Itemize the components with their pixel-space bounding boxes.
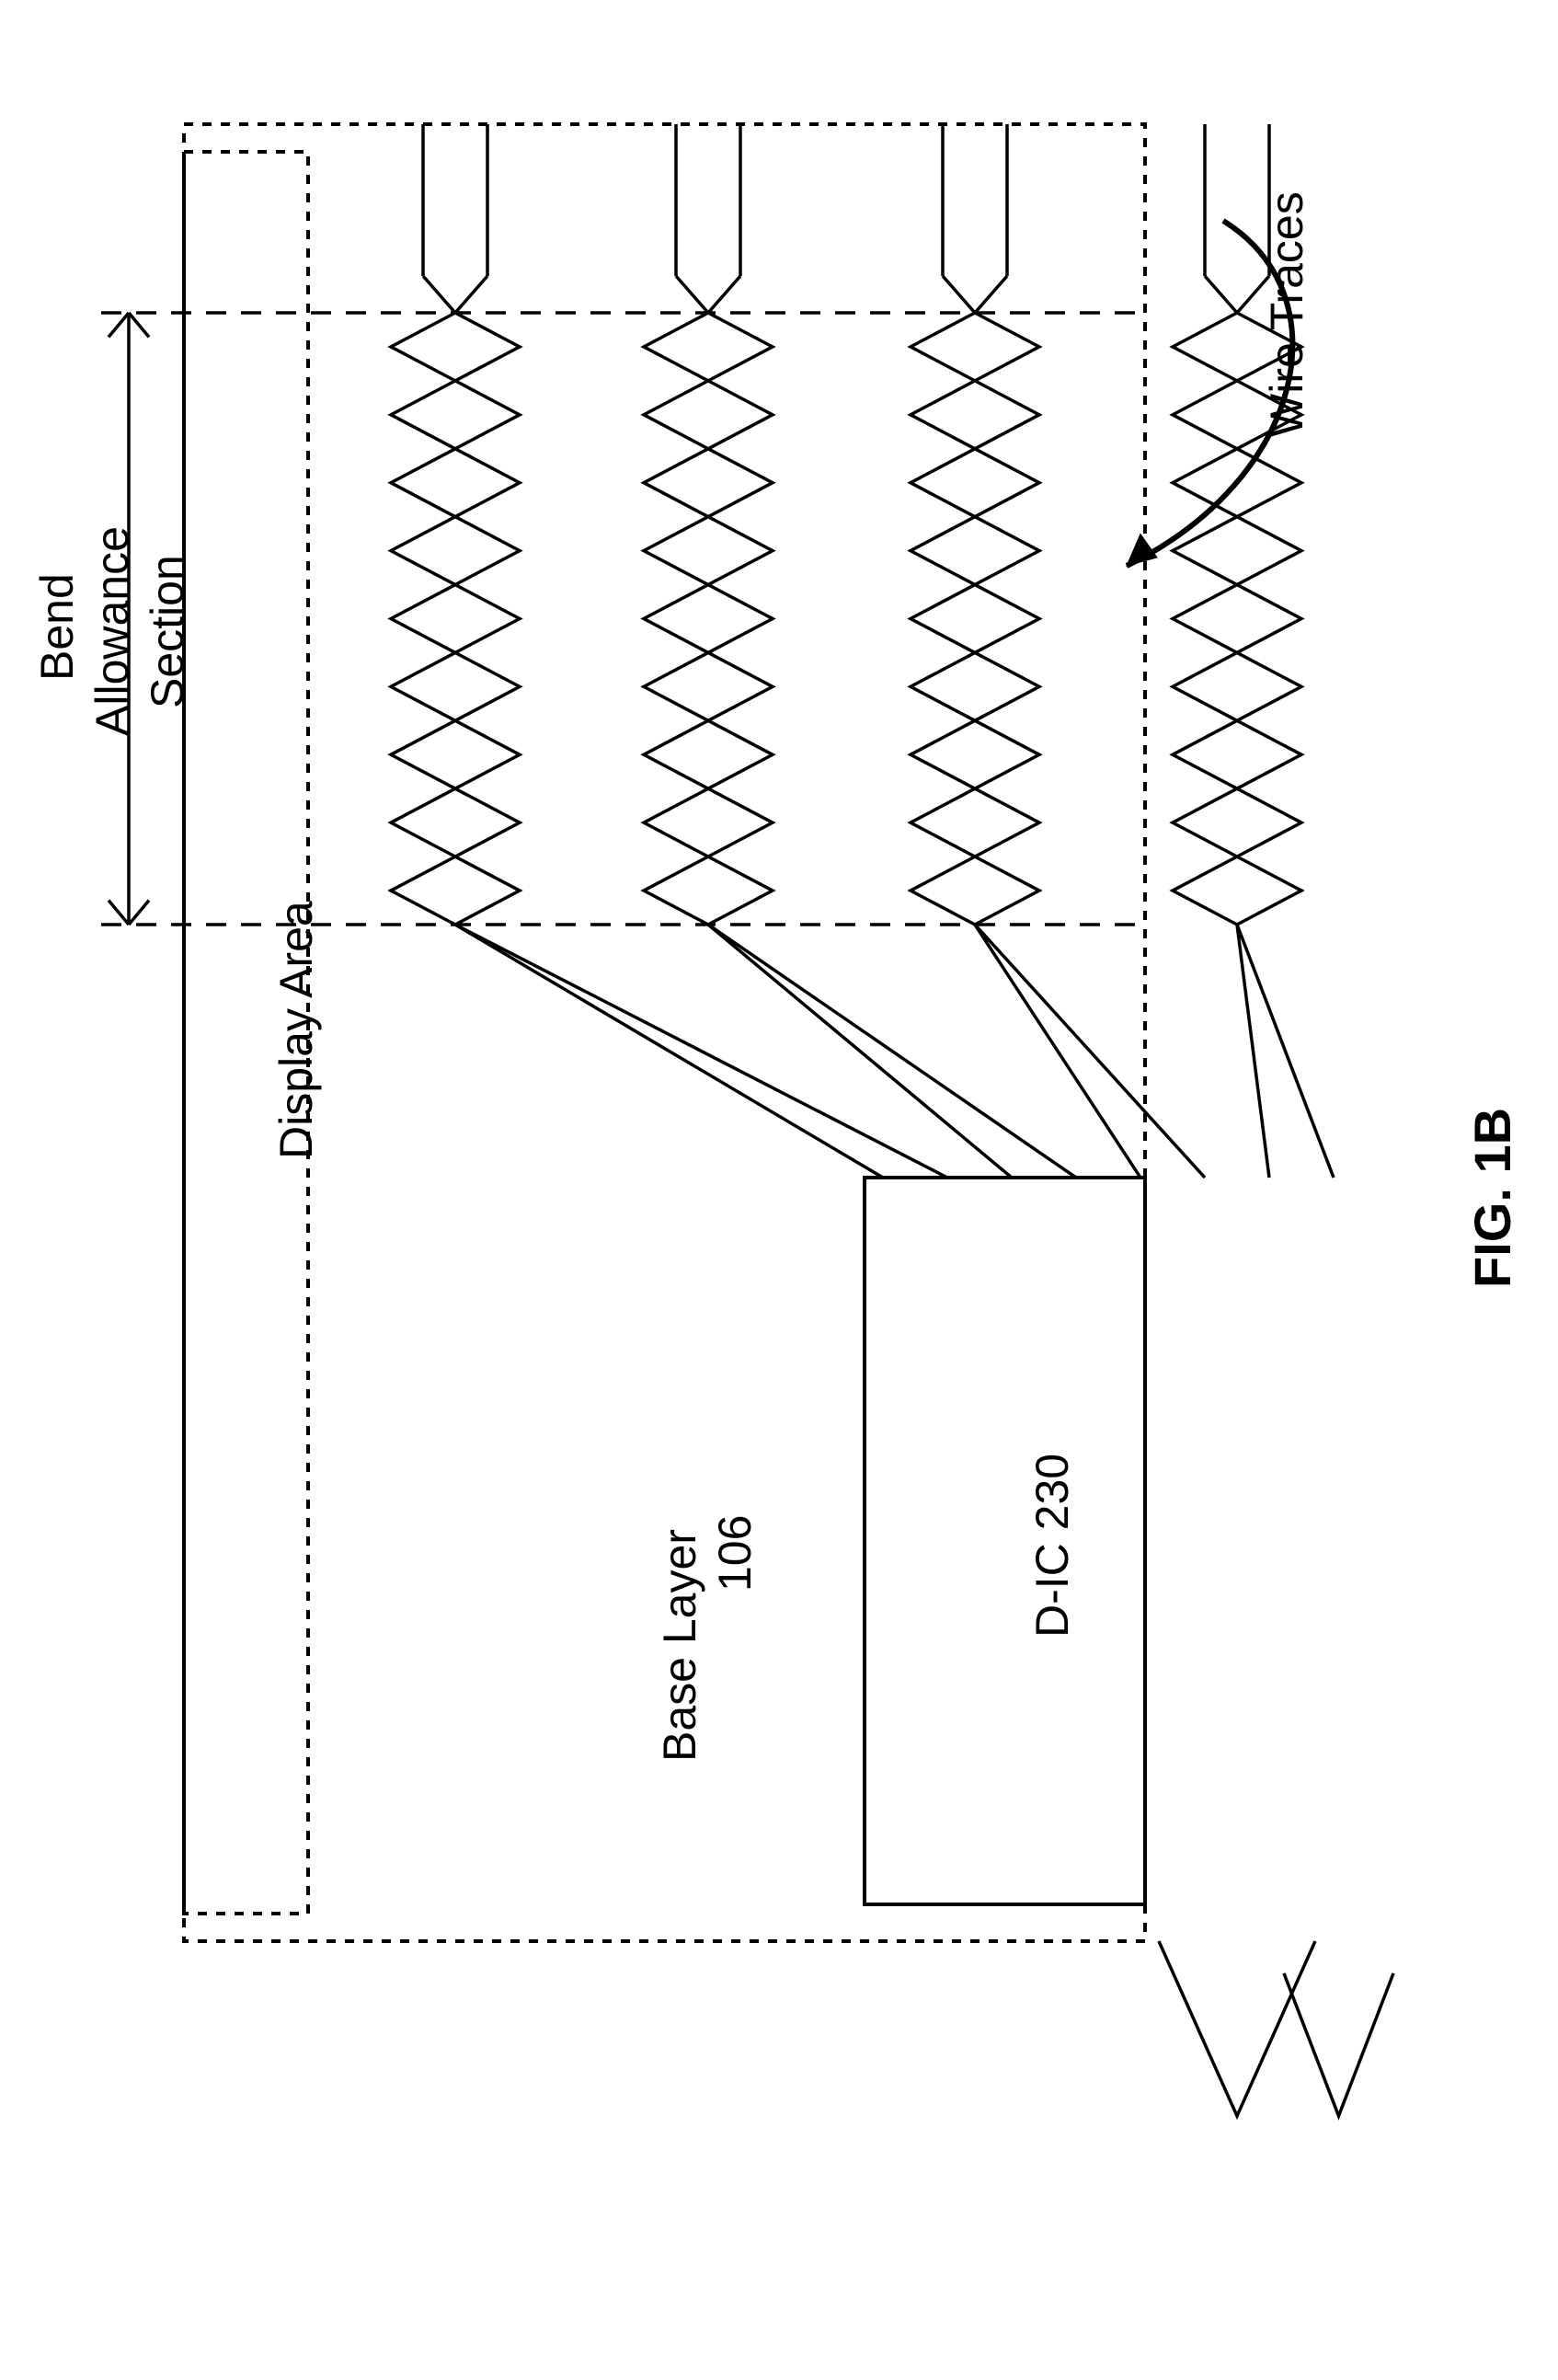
bend-label-line1: Bend: [30, 573, 84, 681]
wire-traces-label: Wire Traces: [1260, 191, 1313, 437]
dic-label: D-IC 230: [1025, 1454, 1079, 1638]
figure-1b: Display Area Wire Traces D-IC 230 Base L…: [0, 0, 1558, 2380]
display-area-label: Display Area: [269, 901, 323, 1159]
bend-label-line3: Section: [141, 555, 194, 708]
base-layer-label-line2: 106: [708, 1515, 762, 1592]
base-layer-label-line1: Base Layer: [653, 1529, 706, 1762]
diagram-svg: [0, 0, 1558, 2380]
figure-caption: FIG. 1B: [1462, 1108, 1522, 1288]
bend-label-line2: Allowance: [86, 526, 139, 736]
